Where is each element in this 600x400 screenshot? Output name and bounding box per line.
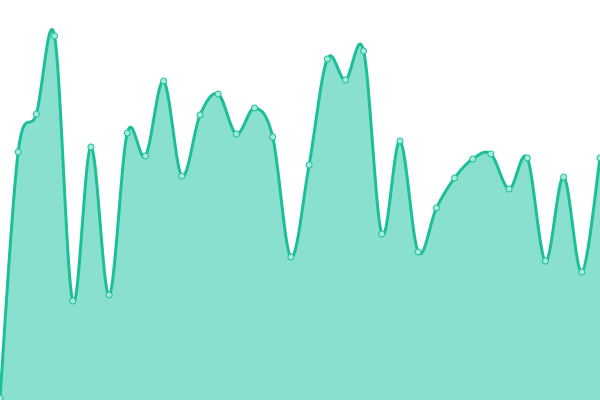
data-point [414, 248, 422, 256]
data-point [560, 173, 568, 181]
data-points [0, 32, 600, 400]
data-point [232, 130, 240, 138]
data-point [214, 90, 222, 98]
data-point [469, 155, 477, 163]
data-point [251, 104, 259, 112]
data-point [69, 297, 77, 305]
data-point [323, 55, 331, 63]
data-point [451, 174, 459, 182]
data-point [541, 257, 549, 265]
series-line [0, 28, 600, 399]
data-point [287, 253, 295, 261]
data-point [141, 152, 149, 160]
data-point [487, 150, 495, 158]
data-point [105, 291, 113, 299]
data-point [396, 137, 404, 145]
data-point [378, 230, 386, 238]
data-point [341, 76, 349, 84]
data-point [51, 32, 59, 40]
data-point [14, 148, 22, 156]
data-point [305, 161, 313, 169]
data-point [578, 268, 586, 276]
data-point [360, 47, 368, 55]
area-fill [0, 29, 600, 400]
data-point [505, 185, 513, 193]
data-point [196, 111, 204, 119]
data-point [523, 154, 531, 162]
data-point [32, 110, 40, 118]
data-point [178, 172, 186, 180]
data-point [596, 154, 600, 162]
data-point [0, 394, 4, 400]
data-point [269, 133, 277, 141]
data-point [432, 204, 440, 212]
data-point [160, 77, 168, 85]
data-point [87, 143, 95, 151]
data-point [123, 129, 131, 137]
